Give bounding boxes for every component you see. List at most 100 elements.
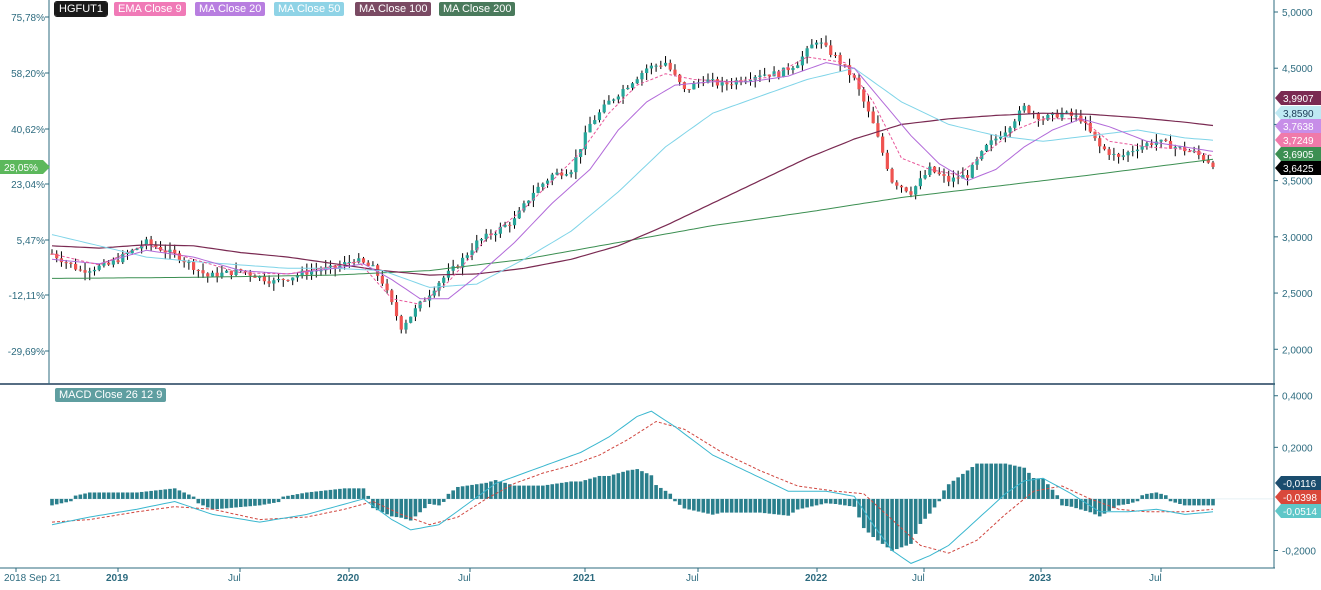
macd-histogram-bar — [144, 491, 149, 499]
candle-body — [191, 261, 196, 270]
macd-histogram-bar — [125, 492, 130, 499]
macd-histogram-bar — [1102, 498, 1107, 514]
macd-last-signal-label: -0,0398 — [1283, 493, 1317, 504]
macd-histogram-bar — [314, 491, 319, 499]
macd-histogram-bar — [50, 498, 54, 506]
candle-body — [163, 250, 167, 253]
candle-body — [366, 262, 370, 266]
candle-body — [725, 82, 729, 85]
macd-histogram-bar — [120, 492, 125, 499]
candle-body — [772, 71, 776, 77]
candle-body — [295, 275, 300, 278]
macd-histogram-bar — [441, 498, 446, 502]
macd-pane[interactable] — [50, 410, 1274, 564]
candle-body — [442, 277, 446, 283]
candle-body — [711, 79, 715, 81]
macd-histogram-bar — [715, 498, 720, 514]
candle-body — [574, 157, 578, 173]
macd-histogram-bar — [852, 498, 857, 507]
macd-histogram-bar — [191, 496, 196, 499]
macd-histogram-bar — [928, 498, 932, 514]
candle-body — [909, 191, 913, 195]
macd-histogram-bar — [800, 498, 805, 509]
candle-body — [555, 172, 559, 175]
macd-histogram-bar — [371, 498, 375, 509]
macd-histogram-bar — [309, 491, 314, 499]
macd-histogram-bar — [791, 498, 795, 513]
macd-histogram-bar — [1027, 472, 1031, 499]
macd-histogram-bar — [64, 498, 68, 503]
macd-histogram-bar — [526, 485, 531, 499]
macd-histogram-bar — [824, 498, 828, 504]
legend-symbol: HGFUT1 — [54, 1, 108, 17]
candle-body — [489, 233, 493, 236]
candle-body — [78, 269, 82, 271]
candle-body — [720, 82, 724, 86]
candle-body — [413, 308, 418, 317]
candle-body — [1060, 112, 1064, 118]
macd-histogram-bar — [1093, 498, 1097, 515]
candle-body — [479, 239, 484, 241]
macd-histogram-bar — [149, 490, 153, 499]
candle-body — [531, 192, 535, 201]
candle-body — [173, 249, 177, 254]
candle-body — [965, 175, 970, 178]
macd-histogram-bar — [621, 471, 625, 499]
candle-body — [881, 136, 885, 153]
macd-histogram-bar — [951, 480, 956, 499]
candle-body — [767, 74, 771, 77]
candle-body — [621, 89, 625, 97]
macd-histogram-bar — [729, 498, 734, 513]
macd-histogram-bar — [687, 498, 691, 510]
legend-ma50: MA Close 50 — [274, 2, 345, 16]
candle-body — [763, 74, 767, 76]
candle-body — [1065, 111, 1069, 113]
macd-histogram-bar — [1012, 465, 1017, 499]
macd-histogram-bar — [498, 481, 503, 499]
macd-histogram-bar — [640, 471, 644, 499]
x-tick-label: Jul — [912, 573, 925, 584]
price-pane[interactable] — [50, 35, 1215, 334]
macd-histogram-bar — [1036, 478, 1041, 499]
macd-histogram-bar — [300, 493, 304, 499]
x-tick-label: 2019 — [106, 573, 129, 584]
candle-body — [654, 65, 658, 67]
macd-histogram-bar — [956, 477, 960, 499]
candle-body — [309, 270, 314, 275]
candle-body — [777, 71, 781, 78]
macd-line — [51, 410, 1214, 564]
macd-histogram-bar — [1116, 498, 1121, 506]
candle-body — [427, 295, 432, 301]
candle-body — [1088, 122, 1092, 132]
candle-body — [281, 278, 285, 280]
macd-histogram-bar — [87, 492, 92, 499]
candle-body — [876, 123, 880, 137]
candle-body — [1159, 139, 1163, 142]
candle-body — [956, 177, 960, 179]
candle-body — [847, 65, 852, 76]
macd-histogram-bar — [918, 498, 923, 524]
candle-body — [1173, 147, 1177, 149]
macd-histogram-bar — [1145, 493, 1149, 499]
macd-histogram-bar — [1140, 495, 1145, 499]
macd-histogram-bar — [111, 492, 116, 499]
candle-body — [343, 262, 347, 266]
macd-histogram-bar — [281, 496, 286, 499]
macd-histogram-bar — [847, 498, 852, 507]
candle-body — [602, 104, 606, 113]
macd-histogram-bar — [338, 488, 342, 499]
candle-body — [1131, 151, 1135, 153]
candle-body — [994, 138, 998, 141]
candle-body — [484, 233, 488, 240]
macd-histogram-bar — [234, 498, 238, 508]
candle-body — [1145, 143, 1149, 147]
macd-histogram-bar — [781, 498, 786, 516]
candle-body — [1055, 112, 1059, 118]
price-tick-label: 3,0000 — [1282, 233, 1313, 244]
macd-histogram-bar — [97, 492, 101, 499]
candle-body — [781, 67, 786, 78]
candle-body — [498, 226, 502, 234]
